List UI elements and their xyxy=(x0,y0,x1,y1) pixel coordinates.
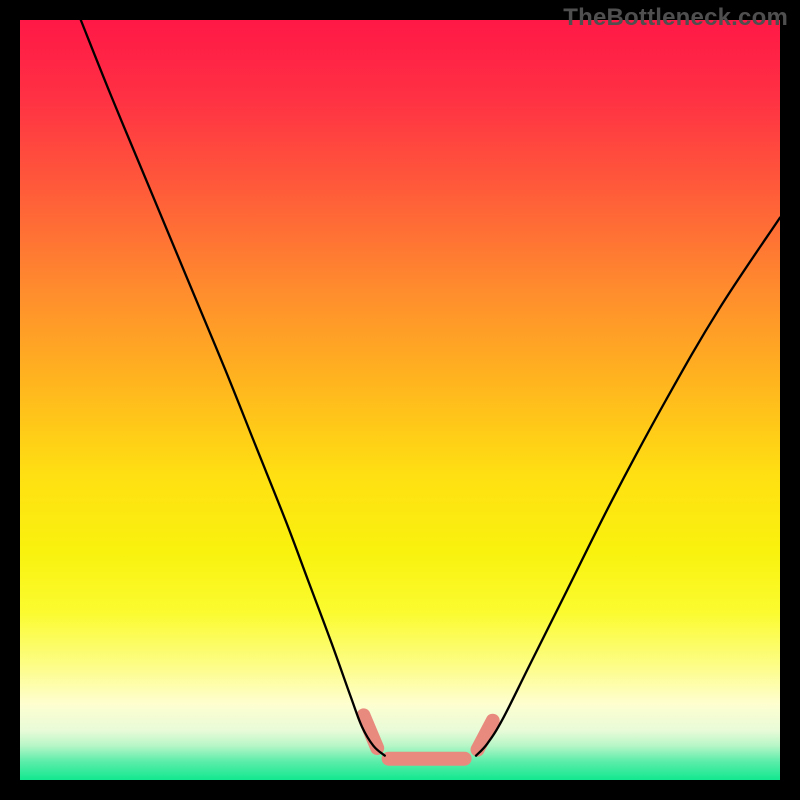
bottleneck-chart-svg xyxy=(0,0,800,800)
watermark-label: TheBottleneck.com xyxy=(563,4,788,32)
bottleneck-chart-frame: TheBottleneck.com xyxy=(0,0,800,800)
